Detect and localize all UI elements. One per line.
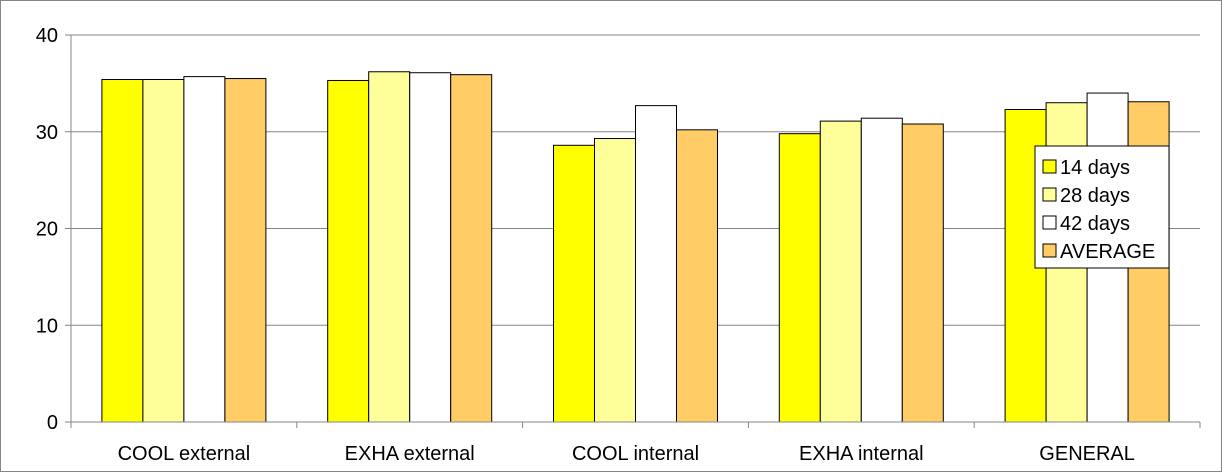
bar-42-days-exha-external: [409, 72, 452, 423]
x-category-labels: COOL external EXHA external COOL internal E…: [118, 443, 1135, 465]
legend-swatch-average: [1042, 243, 1057, 258]
y-tick-label-40: 40: [36, 25, 58, 47]
x-category-label-exha-external: EXHA external: [345, 443, 475, 465]
bar-average-exha-external: [450, 74, 493, 423]
bar-average-exha-internal: [901, 123, 944, 423]
legend-label-28-days: 28 days: [1060, 185, 1130, 207]
x-category-label-cool-internal: COOL internal: [572, 443, 699, 465]
legend-swatch-28-days: [1042, 187, 1057, 202]
legend: 14 days 28 days 42 days AVERAGE: [1034, 145, 1170, 269]
x-category-label-exha-internal: EXHA internal: [799, 443, 924, 465]
bar-42-days-cool-external: [183, 76, 226, 423]
bar-average-cool-internal: [676, 129, 718, 423]
bar-42-days-exha-internal: [860, 117, 903, 423]
legend-label-average: AVERAGE: [1060, 241, 1155, 263]
x-category-label-cool-external: COOL external: [118, 443, 251, 465]
bar-14-days-cool-external: [101, 79, 144, 423]
bar-28-days-cool-internal: [594, 138, 636, 423]
y-tick-label-20: 20: [36, 219, 58, 241]
bar-28-days-exha-external: [368, 71, 411, 423]
bar-28-days-exha-internal: [819, 120, 862, 423]
y-tick-label-30: 30: [36, 122, 58, 144]
x-category-label-general: GENERAL: [1039, 443, 1135, 465]
axes: [65, 34, 1201, 428]
legend-swatch-14-days: [1042, 159, 1057, 174]
bar-42-days-cool-internal: [635, 105, 677, 423]
y-tick-labels: 0 10 20 30 40: [36, 25, 58, 434]
bar-28-days-cool-external: [142, 79, 185, 423]
bar-14-days-cool-internal: [553, 144, 595, 423]
legend-swatch-42-days: [1042, 215, 1057, 230]
bar-average-cool-external: [224, 78, 267, 423]
y-tick-label-10: 10: [36, 315, 58, 337]
legend-label-14-days: 14 days: [1060, 157, 1130, 179]
legend-label-42-days: 42 days: [1060, 213, 1130, 235]
y-tick-label-0: 0: [47, 412, 58, 434]
bar-14-days-exha-internal: [778, 133, 821, 423]
bars: [101, 71, 1170, 423]
bar-14-days-exha-external: [327, 79, 370, 423]
legend-box: [1034, 145, 1170, 269]
